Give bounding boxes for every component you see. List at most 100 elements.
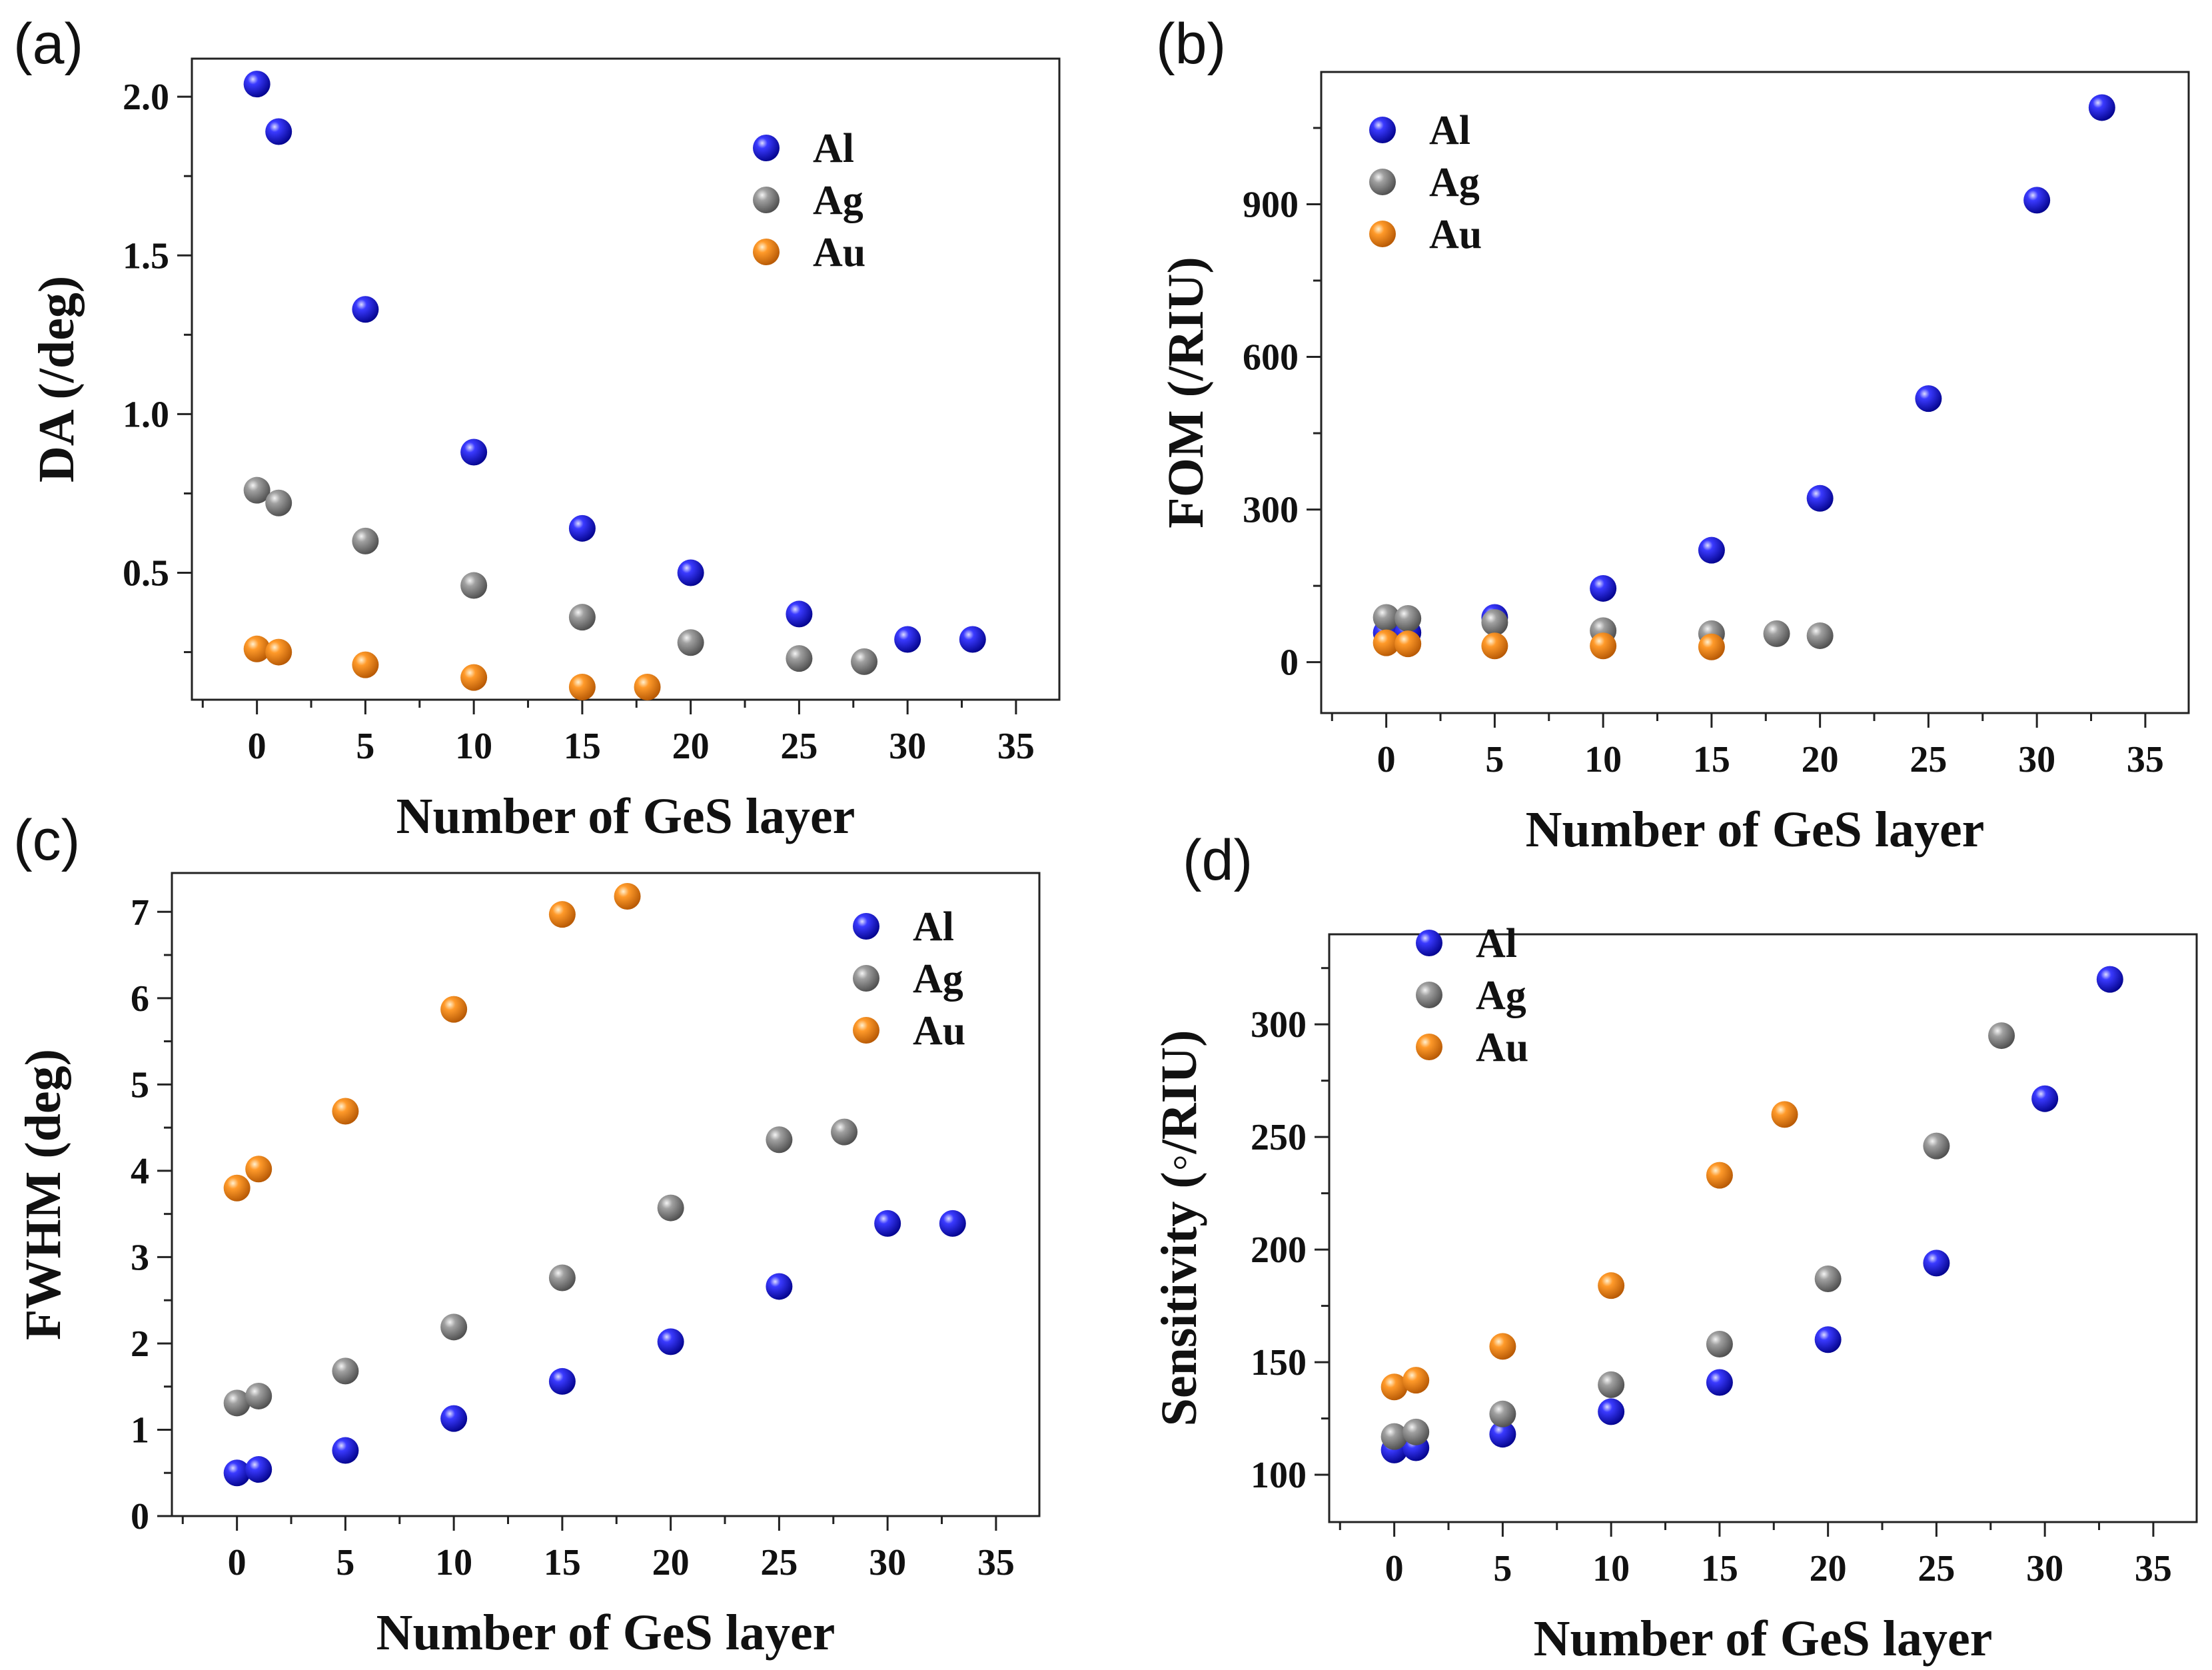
data-point-al — [874, 1210, 901, 1237]
legend-marker-ag — [1416, 982, 1442, 1008]
legend-marker-ag — [1369, 169, 1396, 195]
y-tick-label: 300 — [1251, 1004, 1307, 1046]
data-point-ag — [1988, 1022, 2015, 1050]
x-tick-label: 15 — [544, 1542, 581, 1583]
x-tick-label: 25 — [1910, 739, 1947, 780]
data-point-ag — [657, 1194, 684, 1222]
legend-label-al: Al — [1476, 921, 1517, 966]
plot-frame — [1328, 933, 2198, 1523]
x-tick-label: 5 — [356, 726, 374, 767]
x-tick-label: 10 — [1584, 739, 1622, 780]
data-point-al — [2088, 94, 2115, 121]
data-point-al — [223, 1459, 251, 1487]
x-tick-label: 0 — [228, 1542, 247, 1583]
data-point-au — [332, 1098, 359, 1125]
series-au — [223, 882, 641, 1202]
data-point-al — [1814, 1326, 1842, 1353]
legend-label-ag: Ag — [813, 178, 863, 223]
data-point-ag — [1402, 1418, 1430, 1445]
data-point-al — [677, 559, 704, 586]
data-point-au — [243, 635, 271, 662]
data-point-al — [1706, 1369, 1733, 1396]
data-point-ag — [568, 604, 596, 631]
data-point-ag — [352, 527, 379, 554]
x-tick-label: 35 — [977, 1542, 1015, 1583]
legend-label-ag: Ag — [1476, 973, 1526, 1018]
plot-frame — [1320, 71, 2190, 714]
series-au — [1381, 1101, 1798, 1401]
x-tick-label: 0 — [248, 726, 267, 767]
data-point-au — [440, 996, 468, 1023]
y-tick-label: 0 — [131, 1496, 149, 1537]
data-point-al — [2031, 1085, 2059, 1112]
y-tick-label: 600 — [1243, 337, 1299, 379]
legend-marker-au — [1369, 221, 1396, 247]
data-point-ag — [1763, 620, 1790, 647]
legend-label-ag: Ag — [1429, 160, 1480, 205]
data-point-al — [2023, 187, 2051, 214]
data-point-al — [1923, 1250, 1950, 1277]
y-tick-label: 200 — [1251, 1230, 1307, 1271]
y-tick-label: 2 — [131, 1323, 149, 1365]
x-tick-label: 25 — [760, 1542, 798, 1583]
data-point-au — [1706, 1162, 1733, 1189]
data-point-al — [245, 1456, 273, 1483]
series-au — [1373, 629, 1725, 660]
data-point-ag — [1481, 609, 1508, 636]
legend-marker-ag — [753, 187, 780, 213]
data-point-au — [460, 664, 488, 691]
x-tick-label: 35 — [2135, 1548, 2172, 1589]
data-point-ag — [1923, 1132, 1950, 1160]
series-ag — [223, 1118, 858, 1417]
legend-label-al: Al — [1429, 108, 1470, 153]
data-point-au — [265, 638, 292, 666]
y-tick-label: 100 — [1251, 1455, 1307, 1496]
data-point-ag — [1489, 1400, 1516, 1427]
chart-panel-1: (b) 0 5 10 15 20 25 30 35 0 300 600 900 Number of GeS… — [1156, 12, 2190, 858]
data-point-au — [548, 901, 576, 928]
legend-marker-au — [853, 1017, 879, 1044]
series-al — [223, 1210, 966, 1487]
legend-label-al: Al — [913, 904, 954, 950]
legend-label-ag: Ag — [913, 956, 963, 1002]
data-point-ag — [245, 1382, 273, 1409]
y-axis-title: FWHM (deg) — [15, 1049, 71, 1340]
series-au — [243, 635, 661, 700]
data-point-ag — [440, 1313, 468, 1341]
data-point-ag — [786, 645, 813, 672]
data-point-ag — [1373, 604, 1400, 631]
data-point-al — [2096, 966, 2123, 993]
data-point-ag — [677, 629, 704, 656]
data-point-ag — [243, 476, 271, 504]
x-tick-label: 30 — [869, 1542, 906, 1583]
x-axis-title: Number of GeS layer — [396, 788, 855, 844]
y-axis-title: FOM (/RIU) — [1158, 257, 1214, 528]
legend-label-au: Au — [913, 1008, 965, 1054]
data-point-au — [352, 651, 379, 678]
y-tick-label: 0.5 — [123, 553, 169, 594]
data-point-al — [332, 1437, 359, 1464]
x-axis-title: Number of GeS layer — [376, 1605, 835, 1661]
y-tick-label: 1.0 — [123, 394, 169, 435]
data-point-ag — [1814, 1265, 1842, 1293]
x-tick-label: 0 — [1385, 1548, 1404, 1589]
data-point-al — [1806, 484, 1834, 512]
y-tick-label: 2.0 — [123, 77, 169, 118]
data-point-au — [1394, 630, 1422, 658]
data-point-au — [1771, 1101, 1798, 1128]
x-tick-label: 15 — [1701, 1548, 1738, 1589]
x-axis-title: Number of GeS layer — [1526, 802, 1985, 858]
data-point-au — [634, 673, 661, 700]
legend-label-au: Au — [813, 230, 865, 275]
y-tick-label: 1 — [131, 1409, 149, 1451]
y-tick-label: 150 — [1251, 1342, 1307, 1383]
y-tick-label: 250 — [1251, 1117, 1307, 1158]
y-tick-label: 0 — [1280, 642, 1299, 684]
data-point-al — [1698, 536, 1725, 564]
data-point-al — [1590, 574, 1617, 602]
x-tick-label: 35 — [997, 726, 1035, 767]
data-point-au — [1698, 633, 1725, 660]
x-tick-label: 15 — [1693, 739, 1730, 780]
data-point-ag — [766, 1126, 793, 1154]
x-tick-label: 10 — [1592, 1548, 1630, 1589]
